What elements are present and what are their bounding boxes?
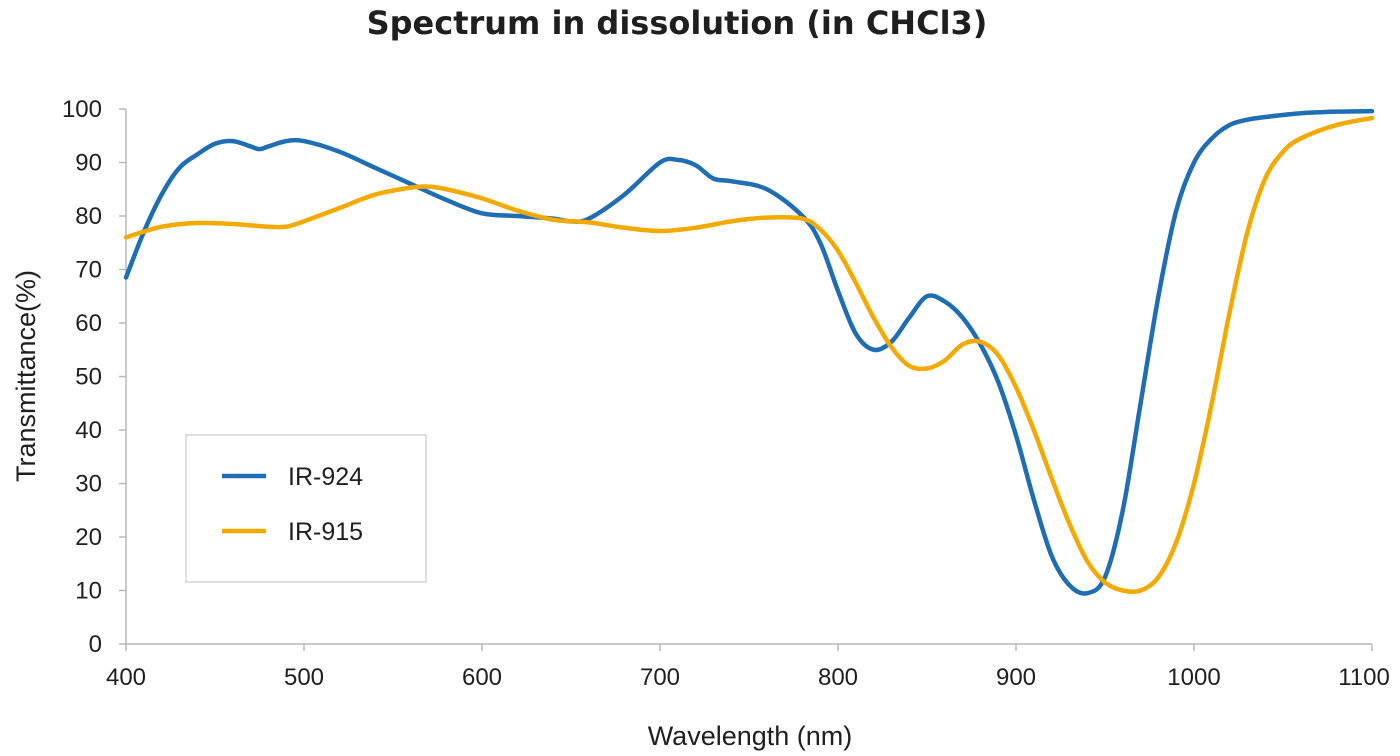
y-tick-label: 100 (62, 96, 102, 123)
y-tick-label: 30 (75, 471, 102, 498)
x-tick-label: 700 (640, 664, 680, 691)
y-tick-label: 20 (75, 524, 102, 551)
series-line-ir-924 (123, 108, 1375, 596)
x-tick-label: 800 (818, 664, 858, 691)
series-line-ir-915 (123, 115, 1375, 595)
x-tick-label: 900 (996, 664, 1036, 691)
x-tick-label: 600 (462, 664, 502, 691)
y-tick-label: 0 (89, 631, 102, 658)
series-layer (123, 108, 1375, 596)
legend-label-ir-924: IR-924 (288, 463, 363, 491)
legend-box (185, 434, 427, 583)
legend: IR-924 IR-915 (185, 434, 427, 583)
x-ticks: 400 500 600 700 800 900 1000 1100 (106, 644, 1390, 691)
y-tick-label: 80 (75, 203, 102, 230)
y-tick-label: 40 (75, 417, 102, 444)
chart-title: Spectrum in dissolution (in CHCl3) (367, 4, 988, 42)
y-ticks: 0 10 20 30 40 50 60 70 80 90 100 (62, 96, 126, 658)
y-tick-label: 60 (75, 310, 102, 337)
x-tick-label: 1100 (1338, 664, 1390, 691)
x-tick-label: 1000 (1167, 664, 1220, 691)
y-tick-label: 70 (75, 257, 102, 284)
x-tick-label: 400 (106, 664, 146, 691)
y-tick-label: 90 (75, 150, 102, 177)
x-axis-label: Wavelength (nm) (648, 721, 853, 751)
y-tick-label: 10 (75, 578, 102, 605)
legend-label-ir-915: IR-915 (288, 518, 363, 546)
x-tick-label: 500 (284, 664, 324, 691)
y-tick-label: 50 (75, 364, 102, 391)
y-axis-label: Transmittance(%) (11, 270, 41, 482)
